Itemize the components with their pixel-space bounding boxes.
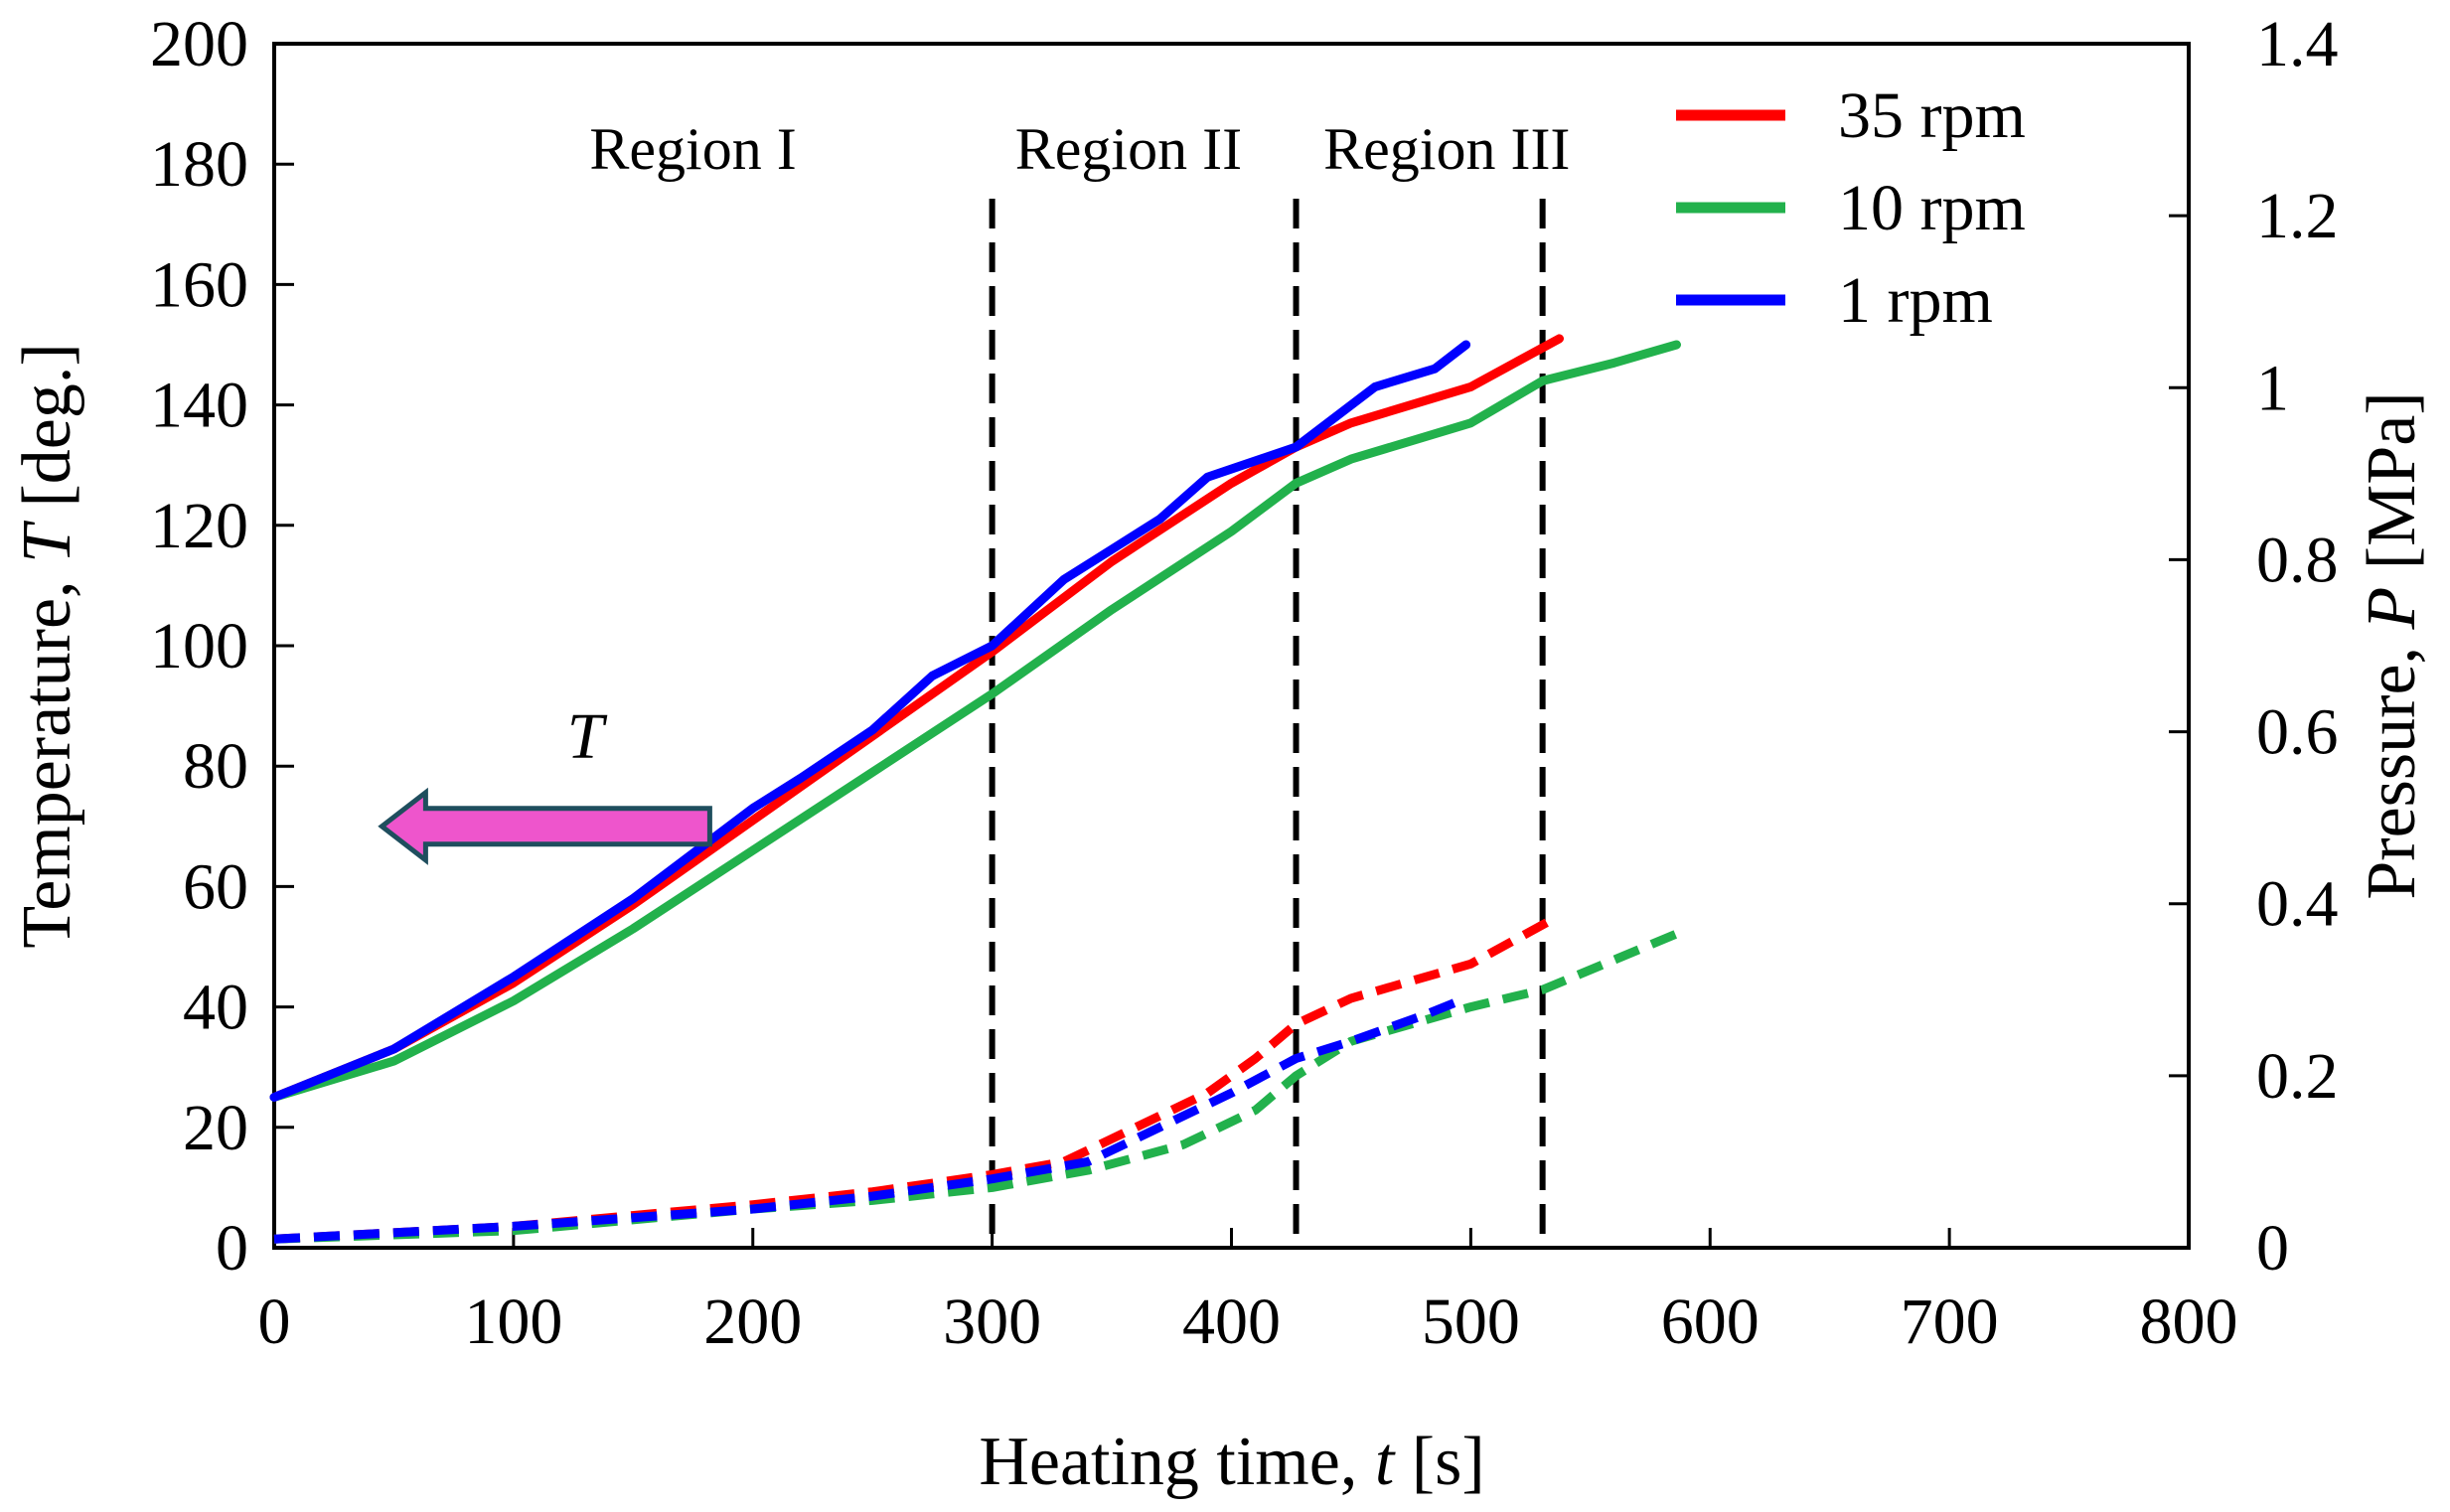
y-right-tick-label: 0.8: [2256, 524, 2339, 596]
axis-arrows: TP: [378, 700, 712, 865]
temperature-line: [269, 334, 1564, 1102]
pressure-curves: [273, 917, 1679, 1244]
x-tick-label: 200: [703, 1285, 802, 1358]
region-labels: Region I Region II Region III: [589, 116, 1570, 182]
y-right-axis-title: Pressure, P [MPa]: [2354, 391, 2430, 899]
x-tick-label: 400: [1182, 1285, 1281, 1358]
y-left-tick-labels: 0 20 40 60 80 100 120 140 160 180 200: [150, 8, 248, 1285]
x-tick-label: 600: [1661, 1285, 1760, 1358]
region-label: Region III: [1323, 116, 1570, 182]
y-left-tick-label: 100: [150, 610, 248, 682]
y-right-tick-label: 0: [2256, 1212, 2289, 1285]
temperature-curves: [269, 334, 1681, 1102]
y-left-axis-title: Temperature, T [deg.]: [9, 343, 85, 948]
y-right-tick-label: 1.2: [2256, 180, 2339, 252]
y-left-tick-label: 200: [150, 8, 248, 80]
legend-label: 35 rpm: [1838, 79, 2026, 152]
temperature-axis-indicator: T: [567, 700, 608, 773]
y-right-tick-label: 1: [2256, 352, 2289, 424]
y-right-tick-label: 0.4: [2256, 868, 2339, 941]
legend-label: 1 rpm: [1838, 264, 1993, 337]
y-left-tick-label: 20: [183, 1092, 248, 1164]
y-left-tick-label: 180: [150, 128, 248, 201]
temperature-line: [269, 340, 1471, 1102]
x-axis-title: Heating time, t [s]: [979, 1424, 1484, 1500]
x-tick-labels: 0 100 200 300 400 500 600 700 800: [258, 1285, 2238, 1358]
y-right-tick-label: 1.4: [2256, 8, 2339, 80]
y-left-tick-label: 60: [183, 850, 248, 923]
region-label: Region II: [1015, 116, 1242, 182]
left-arrow-icon: [378, 787, 712, 865]
y-left-tick-label: 120: [150, 490, 248, 562]
temperature-line: [269, 340, 1681, 1102]
region-label: Region I: [589, 116, 796, 182]
pressure-line: [273, 993, 1468, 1244]
y-right-tick-label: 0.6: [2256, 696, 2339, 769]
x-tick-label: 100: [464, 1285, 562, 1358]
legend-label: 10 rpm: [1838, 172, 2026, 244]
region-boundaries: [989, 199, 1546, 1248]
y-left-tick-label: 140: [150, 370, 248, 442]
pressure-line: [273, 929, 1679, 1244]
x-tick-label: 700: [1901, 1285, 1999, 1358]
y-left-tick-label: 160: [150, 248, 248, 321]
y-left-tick-label: 80: [183, 730, 248, 803]
legend: 35 rpm 10 rpm 1 rpm: [1676, 79, 2026, 337]
x-tick-label: 500: [1422, 1285, 1520, 1358]
x-tick-label: 800: [2140, 1285, 2238, 1358]
x-tick-label: 0: [258, 1285, 291, 1358]
y-right-tick-labels: 0 0.2 0.4 0.6 0.8 1 1.2 1.4: [2256, 8, 2339, 1285]
y-right-tick-label: 0.2: [2256, 1040, 2339, 1113]
x-tick-label: 300: [943, 1285, 1041, 1358]
y-left-tick-label: 0: [216, 1212, 248, 1285]
y-left-tick-label: 40: [183, 972, 248, 1044]
